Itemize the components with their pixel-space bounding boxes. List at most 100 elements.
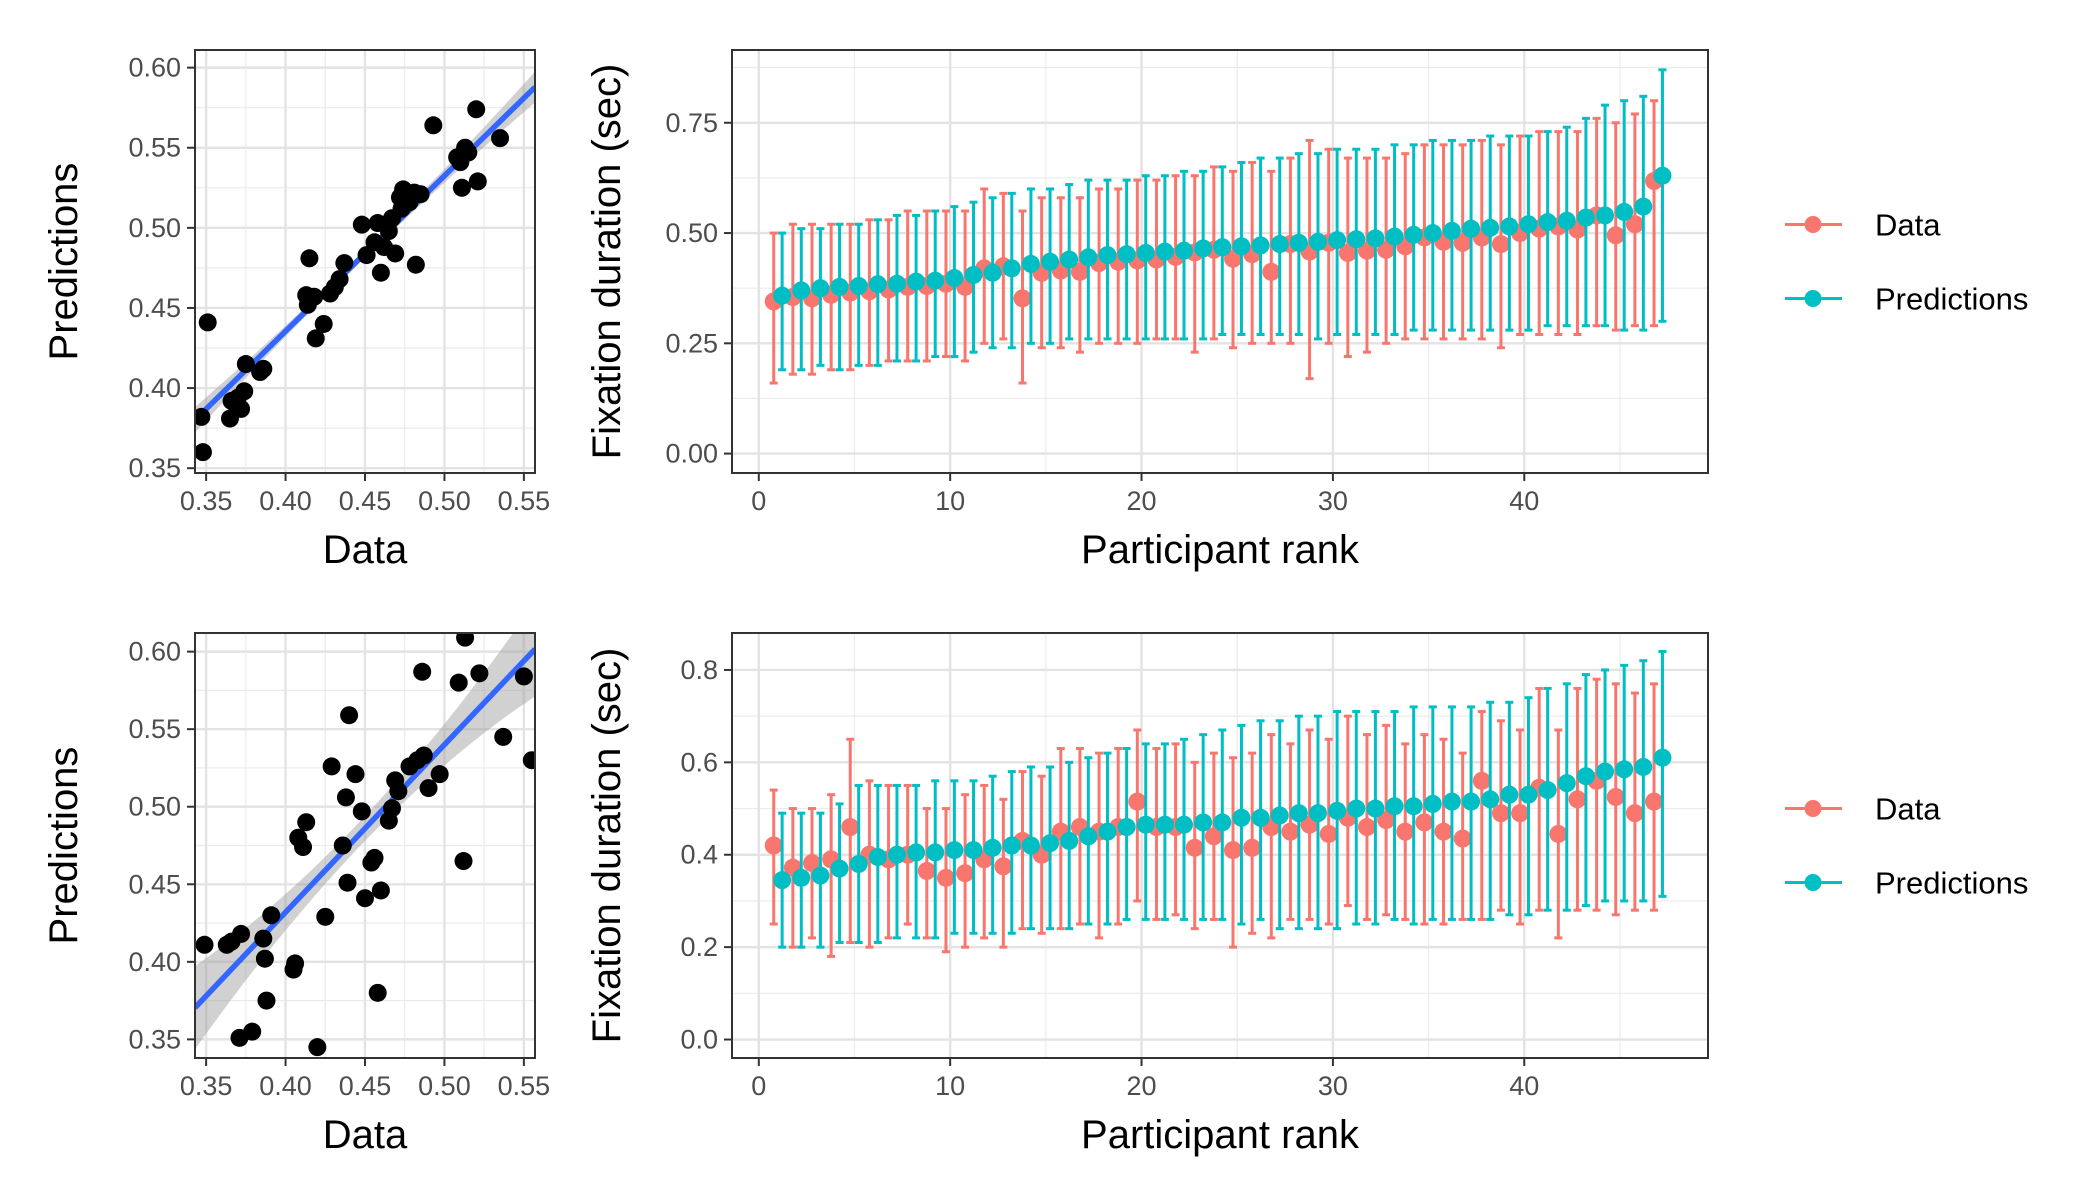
scatter-point [357, 246, 376, 265]
point-predictions [1213, 813, 1232, 832]
y-axis-label: Fixation duration (sec) [585, 64, 629, 460]
point-predictions [1653, 166, 1672, 185]
point-data [1357, 818, 1376, 837]
point-predictions [1328, 801, 1347, 820]
x-tick-label: 0.40 [259, 486, 312, 516]
point-predictions [773, 286, 792, 305]
point-predictions [1289, 804, 1308, 823]
point-data [1377, 811, 1396, 830]
point-predictions [1060, 250, 1079, 269]
point-predictions [1251, 236, 1270, 255]
scatter-point [459, 143, 478, 162]
x-axis-label: Data [323, 1113, 408, 1157]
point-predictions [1462, 792, 1481, 811]
point-data [1281, 822, 1300, 841]
point-predictions [1634, 197, 1653, 216]
scatter-point [255, 949, 274, 968]
scatter-point [195, 407, 211, 426]
scatter-point [494, 727, 513, 746]
x-tick-label: 0.50 [418, 1071, 471, 1101]
point-predictions [1385, 797, 1404, 816]
x-tick-label: 10 [935, 1071, 965, 1101]
point-data [1453, 233, 1472, 252]
legend-key-point [1804, 216, 1822, 233]
x-tick-label: 30 [1318, 1071, 1348, 1101]
x-tick-label: 0 [751, 486, 766, 516]
point-predictions [1347, 230, 1366, 249]
scatter-point [308, 1038, 327, 1057]
point-predictions [1021, 254, 1040, 273]
point-predictions [1079, 248, 1098, 267]
scatter-point [452, 178, 471, 197]
point-data [1549, 824, 1568, 843]
scatter-plot-area [195, 633, 535, 1057]
legend-key-point [1804, 874, 1822, 891]
point-data [1511, 804, 1530, 823]
errorbar-plot-area [764, 68, 1672, 385]
panel-border [731, 632, 1709, 1059]
scatter-point [491, 129, 510, 148]
point-data [1606, 787, 1625, 806]
scatter-point [467, 100, 486, 119]
scatter-point [330, 270, 349, 289]
scatter-point [522, 751, 535, 770]
plot-background [732, 633, 1708, 1058]
point-data [1013, 289, 1032, 308]
point-predictions [1308, 232, 1327, 251]
scatter-point [371, 881, 390, 900]
point-predictions [1500, 785, 1519, 804]
scatter-point [468, 172, 487, 191]
scatter-point [314, 314, 333, 333]
scatter-point [333, 836, 352, 855]
scatter-point [352, 802, 371, 821]
scatter-point [413, 662, 432, 681]
x-tick-label: 0.50 [418, 486, 471, 516]
scatter-point [336, 788, 355, 807]
scatter-point [297, 813, 316, 832]
legend-label-predictions: Predictions [1875, 282, 2028, 317]
y-tick-label: 0.50 [665, 218, 718, 248]
point-predictions [1270, 806, 1289, 825]
x-tick-label: 0.40 [259, 1071, 312, 1101]
series-data [764, 677, 1664, 958]
point-predictions [1098, 246, 1117, 265]
plot-background [732, 50, 1708, 473]
point-data [1243, 838, 1262, 857]
scatter-point [383, 799, 402, 818]
point-data [1338, 243, 1357, 262]
point-predictions [907, 843, 926, 862]
point-predictions [1596, 206, 1615, 225]
y-tick-label: 0.60 [128, 637, 181, 667]
point-data [1377, 240, 1396, 259]
point-predictions [983, 838, 1002, 857]
point-predictions [1270, 235, 1289, 254]
point-data [1434, 822, 1453, 841]
x-tick-label: 0 [751, 1071, 766, 1101]
point-predictions [1308, 804, 1327, 823]
scatter-point [262, 906, 281, 925]
scatter-point [424, 116, 443, 135]
panel-top-errorbar: 0 10 20 30 40 0.00 0.25 0.50 0.75 Participant ran… [585, 49, 1709, 572]
point-data [1415, 813, 1434, 832]
scatter-point [335, 254, 354, 273]
scatter-point [257, 991, 276, 1010]
scatter-point [356, 889, 374, 908]
y-tick-label: 0.35 [128, 453, 181, 483]
point-predictions [964, 265, 983, 284]
point-predictions [1117, 818, 1136, 837]
point-predictions [773, 871, 792, 890]
panel-border [731, 49, 1709, 474]
scatter-point [386, 244, 405, 263]
scatter-point [406, 255, 425, 274]
point-predictions [1060, 831, 1079, 850]
y-tick-label: 0.6 [680, 747, 718, 777]
legend-label-data: Data [1875, 792, 1941, 827]
point-predictions [811, 279, 830, 298]
legend-key-point [1804, 290, 1822, 307]
point-predictions [792, 281, 811, 300]
y-tick-label: 0.40 [128, 373, 181, 403]
panel-border [194, 49, 536, 474]
point-predictions [1328, 231, 1347, 250]
point-predictions [887, 845, 906, 864]
scatter-point [306, 329, 325, 348]
